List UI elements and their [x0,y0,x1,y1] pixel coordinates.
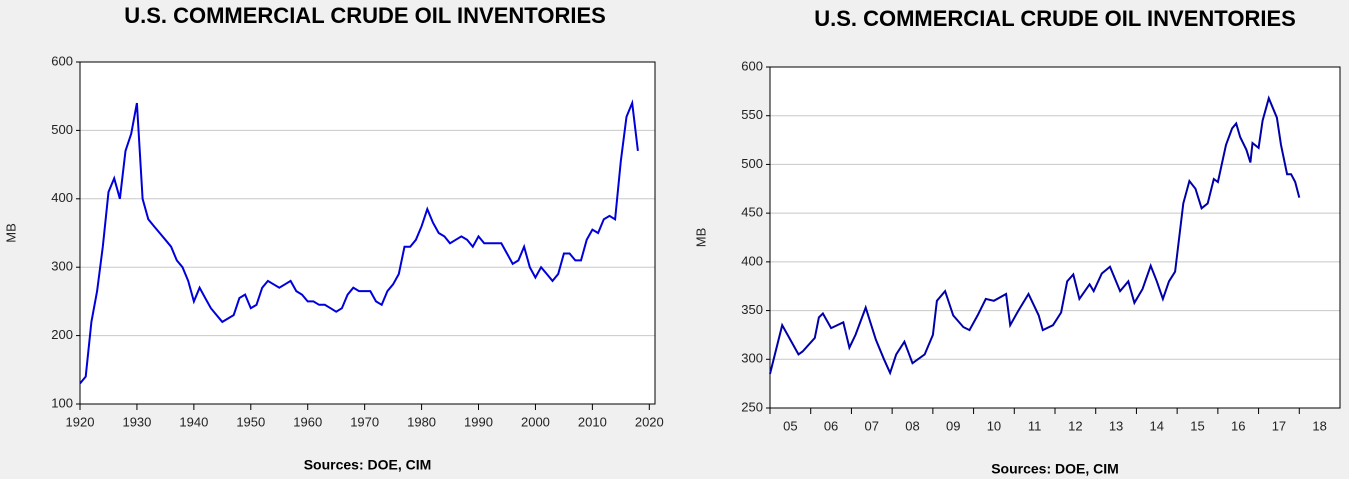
x-tick-label: 17 [1272,418,1286,433]
x-tick-label: 15 [1190,418,1204,433]
y-tick-label: 500 [51,122,73,137]
y-tick-label: 600 [741,58,763,73]
x-tick-label: 2000 [521,414,550,429]
x-tick-label: 1930 [122,414,151,429]
x-tick-label: 10 [987,418,1001,433]
plot-frame [79,61,656,405]
y-tick-label: 600 [51,53,73,68]
x-tick-label: 1970 [350,414,379,429]
data-line [769,95,1301,376]
x-tick-label: 2010 [578,414,607,429]
y-tick-label: 400 [51,190,73,205]
y-tick-label: 300 [51,259,73,274]
y-tick-label: 500 [741,156,763,171]
plot-area [80,62,655,404]
source-note: Sources: DOE, CIM [991,461,1119,477]
source-note: Sources: DOE, CIM [304,457,432,473]
x-tick-label: 09 [946,418,960,433]
x-tick-label: 1940 [179,414,208,429]
x-tick-label: 07 [865,418,879,433]
y-axis-label: MB [3,223,18,243]
x-tick-label: 16 [1231,418,1245,433]
x-tick-label: 1960 [293,414,322,429]
x-tick-label: 13 [1109,418,1123,433]
chart-title: U.S. COMMERCIAL CRUDE OIL INVENTORIES [124,3,606,28]
y-axis-label: MB [693,228,708,248]
plot-frame [769,66,1341,409]
x-tick-label: 2020 [635,414,664,429]
x-tick-label: 12 [1068,418,1082,433]
x-tick-label: 08 [905,418,919,433]
x-tick-label: 1950 [236,414,265,429]
x-tick-label: 11 [1028,418,1042,433]
x-tick-label: 1920 [66,414,95,429]
y-tick-label: 400 [741,253,763,268]
y-tick-label: 250 [741,399,763,414]
x-tick-label: 05 [783,418,797,433]
y-tick-label: 550 [741,107,763,122]
x-tick-label: 18 [1312,418,1326,433]
y-tick-label: 450 [741,205,763,220]
x-tick-label: 14 [1150,418,1164,433]
chart-title: U.S. COMMERCIAL CRUDE OIL INVENTORIES [814,6,1296,31]
plot-area [770,67,1340,408]
x-tick-label: 06 [824,418,838,433]
y-tick-label: 350 [741,302,763,317]
x-tick-label: 1980 [407,414,436,429]
data-line [79,99,639,385]
y-tick-label: 300 [741,351,763,366]
x-tick-label: 1990 [464,414,493,429]
y-tick-label: 200 [51,327,73,342]
y-tick-label: 100 [51,395,73,410]
